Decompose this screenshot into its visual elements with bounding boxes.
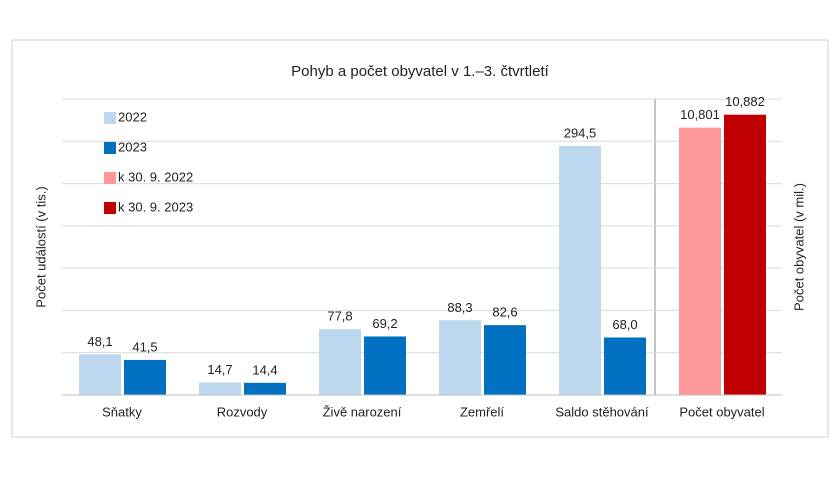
bar — [439, 320, 481, 395]
data-label: 68,0 — [612, 317, 637, 332]
bar — [679, 127, 721, 395]
data-label: 10,882 — [725, 94, 765, 109]
bar — [124, 359, 166, 395]
data-label: 88,3 — [447, 300, 472, 315]
x-tick-label: Rozvody — [217, 404, 268, 419]
legend-swatch — [104, 142, 116, 154]
data-label: 69,2 — [372, 316, 397, 331]
legend-label: k 30. 9. 2022 — [118, 169, 193, 184]
bar — [559, 145, 601, 395]
data-label: 14,4 — [252, 362, 277, 377]
x-tick-label: Počet obyvatel — [679, 404, 764, 419]
legend-swatch — [104, 112, 116, 124]
data-label: 294,5 — [564, 125, 597, 140]
legend-swatch — [104, 172, 116, 184]
bar — [604, 337, 646, 395]
data-label: 82,6 — [492, 305, 517, 320]
y-axis-title: Počet událostí (v tis.) — [33, 186, 48, 307]
data-label: 10,801 — [680, 107, 720, 122]
bar — [79, 354, 121, 395]
x-tick-label: Sňatky — [102, 404, 142, 419]
chart-title: Pohyb a počet obyvatel v 1.–3. čtvrtletí — [291, 63, 549, 80]
data-label: 48,1 — [87, 334, 112, 349]
legend-label: 2023 — [118, 139, 147, 154]
y2-axis-title: Počet obyvatel (v mil.) — [791, 183, 806, 311]
bar — [484, 325, 526, 395]
bar — [319, 329, 361, 395]
x-tick-label: Zemřelí — [460, 404, 504, 419]
x-tick-label: Saldo stěhování — [555, 404, 649, 419]
bar — [724, 114, 766, 396]
bar — [364, 336, 406, 395]
x-tick-label: Živě narození — [323, 404, 402, 419]
legend-label: k 30. 9. 2023 — [118, 199, 193, 214]
bar — [199, 382, 241, 395]
data-label: 14,7 — [207, 362, 232, 377]
data-label: 41,5 — [132, 339, 157, 354]
legend-swatch — [104, 202, 116, 214]
legend-label: 2022 — [118, 109, 147, 124]
bar — [244, 382, 286, 395]
data-label: 77,8 — [327, 309, 352, 324]
